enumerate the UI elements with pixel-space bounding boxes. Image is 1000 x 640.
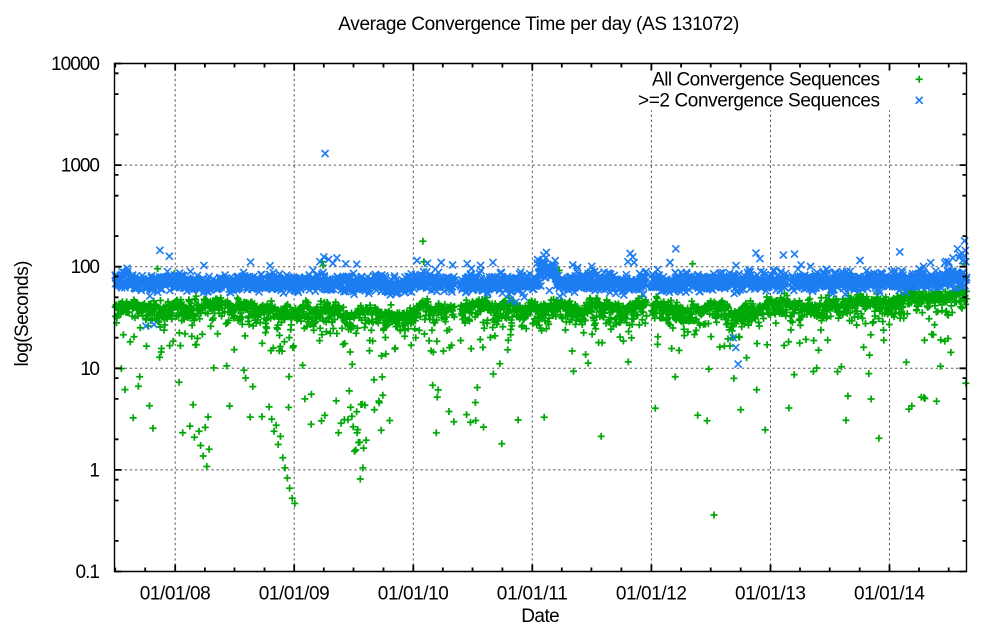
svg-text:1: 1 (89, 460, 100, 481)
svg-text:01/01/12: 01/01/12 (616, 584, 687, 605)
svg-text:01/01/08: 01/01/08 (140, 584, 211, 605)
svg-text:01/01/09: 01/01/09 (259, 584, 330, 605)
svg-text:Date: Date (521, 606, 560, 627)
svg-text:log(Seconds): log(Seconds) (12, 261, 33, 367)
svg-text:01/01/13: 01/01/13 (735, 584, 806, 605)
svg-text:All Convergence Sequences: All Convergence Sequences (652, 69, 880, 90)
svg-text:Average Convergence Time per d: Average Convergence Time per day (AS 131… (338, 14, 739, 35)
svg-text:>=2 Convergence Sequences: >=2 Convergence Sequences (638, 90, 880, 111)
svg-text:10000: 10000 (51, 54, 100, 75)
svg-text:1000: 1000 (61, 156, 100, 177)
svg-text:100: 100 (71, 257, 100, 278)
svg-text:10: 10 (80, 359, 100, 380)
svg-text:01/01/11: 01/01/11 (497, 584, 568, 605)
svg-text:01/01/10: 01/01/10 (378, 584, 449, 605)
svg-text:01/01/14: 01/01/14 (854, 584, 925, 605)
svg-text:0.1: 0.1 (76, 562, 101, 583)
